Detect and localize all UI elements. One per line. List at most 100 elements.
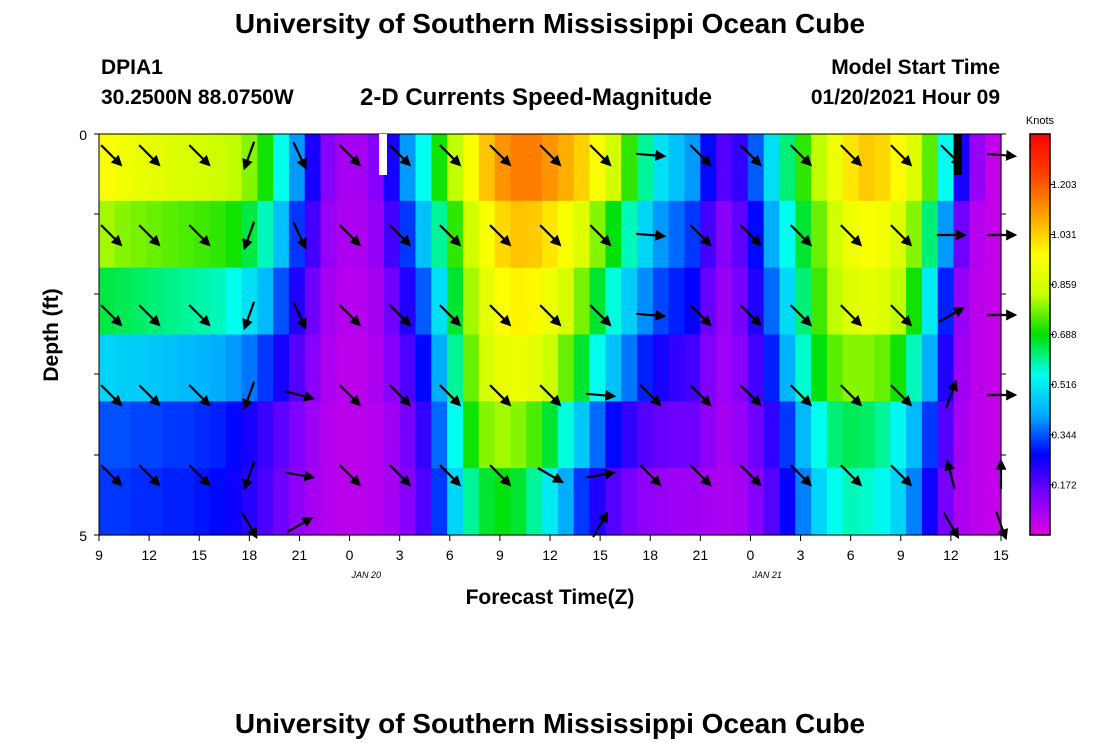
- x-tick-label: 3: [797, 547, 805, 563]
- heatmap-cell: [225, 468, 243, 536]
- chart-title: 2-D Currents Speed-Magnitude: [360, 84, 713, 111]
- end-time-marker: [954, 134, 962, 175]
- heatmap-cell: [716, 468, 733, 536]
- heatmap-cell: [763, 468, 781, 536]
- current-arrow: [439, 464, 462, 487]
- heatmap-cell: [573, 134, 591, 202]
- heatmap-cell: [494, 334, 512, 402]
- heatmap-cell: [162, 468, 179, 536]
- heatmap-cell: [462, 401, 480, 469]
- heatmap-cell: [811, 334, 828, 402]
- heatmap-cell: [573, 200, 591, 269]
- heatmap-cell: [716, 334, 733, 402]
- heatmap-cell: [874, 401, 891, 469]
- current-arrow: [689, 144, 712, 167]
- model-start-time: 01/20/2021 Hour 09: [810, 86, 1000, 109]
- current-arrow: [439, 224, 462, 247]
- heatmap-cell: [478, 200, 496, 269]
- heatmap-cell: [937, 401, 955, 469]
- x-axis-label: Forecast Time(Z): [466, 586, 635, 609]
- heatmap-cell: [937, 267, 955, 336]
- heatmap-cell: [510, 401, 527, 469]
- heatmap-cell: [668, 267, 686, 336]
- heatmap-cell: [162, 134, 179, 202]
- colorbar-gradient: [1029, 133, 1051, 536]
- current-arrow: [589, 144, 612, 167]
- heatmap-cell: [652, 468, 670, 536]
- heatmap-cell: [526, 200, 543, 269]
- heatmap-cell: [985, 401, 1002, 469]
- heatmap-cell: [557, 267, 575, 336]
- x-tick-label: 9: [897, 547, 905, 563]
- current-arrow: [489, 384, 512, 407]
- heatmap-cell: [162, 200, 179, 269]
- current-arrow: [537, 467, 565, 484]
- heatmap-cell: [257, 134, 274, 202]
- heatmap-cell: [747, 401, 765, 469]
- heatmap-cell: [415, 134, 432, 202]
- current-arrow: [138, 464, 161, 487]
- heatmap-cell: [399, 200, 417, 269]
- heatmap-cell: [431, 334, 448, 402]
- heatmap-cell: [795, 200, 812, 269]
- heatmap-cell: [779, 401, 796, 469]
- current-arrow: [138, 384, 161, 407]
- heatmap-cell: [447, 134, 464, 202]
- heatmap-cell: [494, 401, 512, 469]
- current-arrow: [639, 384, 662, 407]
- heatmap-cell: [209, 267, 227, 336]
- heatmap-cell: [637, 134, 654, 202]
- heatmap-cell: [478, 267, 496, 336]
- heatmap-cell: [969, 401, 986, 469]
- heatmap-cell: [605, 334, 622, 402]
- heatmap-cell: [368, 468, 385, 536]
- colorbar-tick-label: 0.172: [1051, 480, 1076, 491]
- current-arrow: [100, 144, 123, 167]
- heatmap-cell: [209, 134, 227, 202]
- current-arrow: [242, 461, 256, 491]
- heatmap-cell: [415, 334, 432, 402]
- heatmap-cell: [605, 468, 622, 536]
- x-tick-label: 15: [191, 547, 207, 563]
- current-arrow: [188, 224, 211, 247]
- current-arrow: [636, 309, 667, 321]
- heatmap-cell: [431, 401, 448, 469]
- colorbar-units: Knots: [1026, 115, 1055, 127]
- heatmap-cell: [779, 134, 796, 202]
- current-arrow: [840, 224, 863, 247]
- heatmap-cell: [510, 200, 527, 269]
- heatmap-cell: [684, 468, 701, 536]
- heatmap-cell: [906, 468, 923, 536]
- heatmap-cell: [589, 401, 606, 469]
- x-tick-label: 0: [346, 547, 354, 563]
- heatmap-cell: [257, 334, 274, 402]
- heatmap-cell: [937, 468, 955, 536]
- heatmap-cell: [921, 334, 939, 402]
- heatmap-cell: [747, 134, 765, 202]
- current-arrow: [840, 464, 863, 487]
- current-arrow: [285, 470, 316, 482]
- current-arrow: [241, 512, 258, 540]
- heatmap-cell: [336, 267, 353, 336]
- current-arrow: [285, 390, 316, 402]
- heatmap-cell: [114, 401, 132, 469]
- current-arrow: [100, 384, 123, 407]
- heatmap-cell: [162, 267, 179, 336]
- heatmap-cell: [858, 401, 875, 469]
- current-arrow: [840, 304, 863, 327]
- heatmap-cell: [352, 200, 369, 269]
- heatmap-cell: [462, 200, 480, 269]
- heatmap-cell: [621, 468, 638, 536]
- heatmap-cell: [415, 401, 432, 469]
- heatmap-cell: [557, 468, 575, 536]
- heatmap-cell: [225, 334, 243, 402]
- current-arrow: [539, 304, 562, 327]
- heatmap-cell: [542, 401, 559, 469]
- heatmap-cell: [779, 468, 796, 536]
- current-arrow: [439, 304, 462, 327]
- heatmap-cell: [193, 134, 211, 202]
- current-arrow: [944, 459, 956, 489]
- heatmap-cell: [146, 334, 163, 402]
- current-arrow: [586, 468, 617, 480]
- current-arrow: [242, 141, 256, 171]
